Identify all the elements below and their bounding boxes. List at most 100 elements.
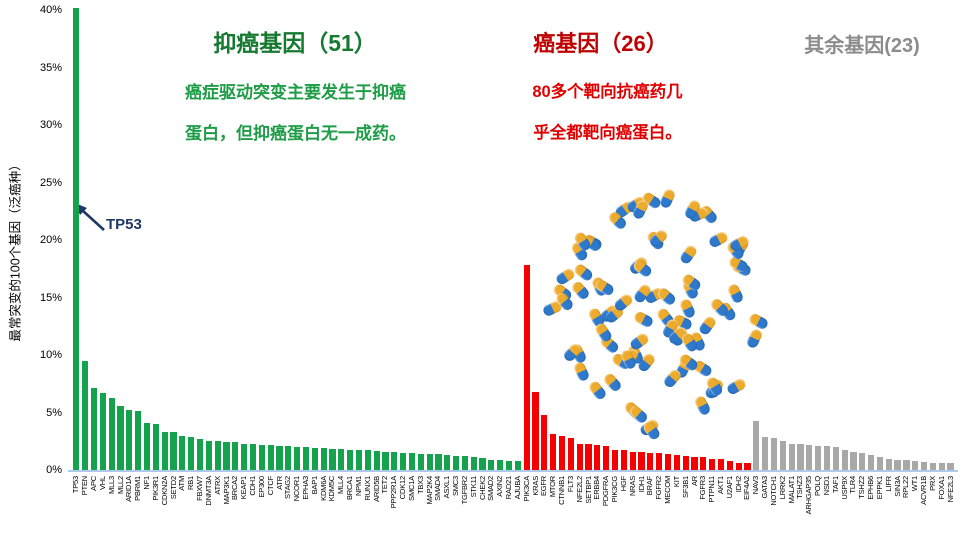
bar [664, 453, 672, 470]
x-tick-label: EP300 [256, 476, 266, 498]
x-tick-label: APC [89, 476, 99, 491]
bar [920, 461, 928, 470]
bar [470, 457, 477, 470]
bar [452, 455, 460, 470]
x-tick-label: FBXW7 [195, 476, 205, 501]
bar [355, 450, 363, 470]
tp53-callout: TP53 [70, 196, 180, 246]
bar [885, 459, 892, 470]
suppressor-note-line1: 癌症驱动突变主要发生于抑癌 [185, 83, 406, 102]
bar [444, 455, 451, 470]
bar [841, 449, 848, 470]
bar [338, 449, 345, 470]
x-tick-label: LRRK2 [777, 476, 787, 500]
x-tick-label: CTNNB1 [557, 476, 567, 505]
bar [912, 460, 919, 470]
bar [329, 449, 336, 470]
pill-icon [573, 262, 595, 283]
bar [276, 445, 283, 470]
y-tick-label: 15% [39, 291, 62, 304]
bar [497, 460, 504, 470]
bar [152, 424, 159, 470]
pill-icon [655, 286, 677, 308]
bar [947, 463, 954, 470]
bar [179, 435, 186, 470]
y-tick-label: 20% [39, 234, 62, 246]
y-tick-label: 30% [39, 119, 62, 131]
bar [117, 405, 124, 470]
pill-icon [745, 327, 764, 350]
bar [311, 448, 318, 470]
x-tick-label: NPM1 [353, 476, 363, 497]
bar [682, 455, 689, 470]
bar [567, 437, 574, 470]
x-tick-label: PTPN11 [707, 476, 717, 503]
bar [90, 388, 98, 470]
bar [753, 420, 760, 470]
bar [294, 447, 301, 470]
x-tick-label: DNMT3A [203, 476, 213, 506]
x-tick-label: CDKN2A [159, 476, 169, 506]
x-tick-label: KIT [671, 476, 681, 488]
bar [779, 441, 786, 470]
pill-icon [697, 314, 718, 337]
bar [859, 453, 866, 470]
bar [576, 443, 583, 470]
bar [815, 445, 822, 470]
bar [585, 444, 592, 470]
bar [426, 454, 433, 470]
x-tick-label: ACVR1B [919, 476, 929, 505]
bar [929, 462, 936, 470]
bar [205, 441, 212, 470]
bar [709, 458, 716, 470]
x-tick-label: RUNX1 [362, 476, 372, 501]
bar [532, 391, 539, 470]
x-tick-label: TBX3 [415, 476, 425, 494]
bar [629, 451, 636, 470]
x-tick-label: SMC3 [451, 476, 461, 497]
bar [373, 451, 380, 470]
x-tick-label: CDH1 [248, 476, 257, 496]
pill-icon [632, 310, 655, 329]
bar [903, 460, 910, 470]
y-tick-label: 25% [39, 176, 62, 189]
y-tick-label: 35% [39, 61, 62, 74]
x-tick-label: VHL [97, 476, 107, 490]
pill-icon [725, 377, 748, 397]
pill-icon [628, 331, 651, 352]
x-tick-label: PDGFRA [601, 476, 611, 507]
x-tick-label: SF3B1 [680, 476, 690, 498]
bar [408, 453, 416, 470]
bar [541, 414, 548, 470]
bar [762, 436, 769, 470]
bar [435, 454, 442, 470]
bar [73, 7, 80, 470]
suppressor-genes-title: 抑癌基因（51） [213, 30, 377, 56]
bar [735, 462, 742, 470]
y-tick-label: 40% [39, 4, 62, 16]
x-tick-label: TAF1 [830, 476, 840, 493]
x-tick-label: MLL3 [106, 476, 116, 494]
bar [320, 448, 327, 470]
bar [400, 452, 407, 470]
x-tick-label: STK11 [468, 476, 478, 498]
bar [347, 449, 354, 470]
bar [285, 445, 292, 470]
x-tick-label: EPPK1 [874, 476, 884, 500]
bar [214, 441, 221, 470]
bar [391, 452, 398, 470]
bar [505, 460, 513, 470]
x-tick-label: FLT3 [565, 476, 575, 493]
bar [514, 460, 521, 470]
x-tick-label: EPHB6 [866, 476, 876, 500]
x-tick-label: LIFR [883, 476, 893, 492]
bar [638, 452, 645, 470]
bar [850, 452, 857, 470]
bar [656, 453, 663, 470]
oncogenes-note: 80多个靶向抗癌药几 乎全都靶向癌蛋白。 [500, 72, 715, 154]
bar [611, 449, 619, 470]
x-tick-label: NFE2L3 [945, 476, 955, 503]
x-tick-label: NRAS [627, 476, 637, 497]
oncogenes-title: 癌基因（26） [533, 31, 668, 56]
